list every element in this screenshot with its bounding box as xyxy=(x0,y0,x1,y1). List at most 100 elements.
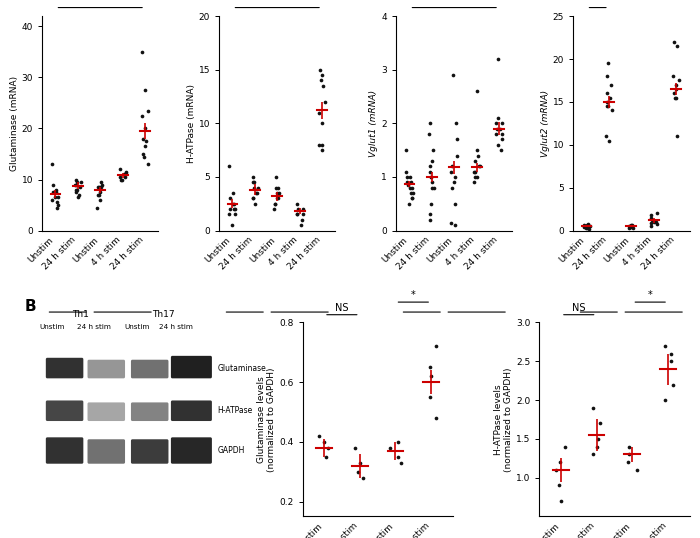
Point xyxy=(293,205,304,214)
Point xyxy=(625,221,636,230)
Point xyxy=(297,205,308,214)
Text: H-ATPase: H-ATPase xyxy=(218,406,253,415)
Point xyxy=(51,203,62,212)
Point xyxy=(604,93,615,102)
Point xyxy=(470,157,481,165)
Point xyxy=(226,221,237,230)
FancyBboxPatch shape xyxy=(88,360,125,378)
Point xyxy=(424,363,435,372)
Point xyxy=(446,167,457,176)
Point xyxy=(141,137,152,146)
Point xyxy=(452,135,463,144)
Point xyxy=(603,59,614,68)
Point xyxy=(491,119,502,128)
Point xyxy=(427,146,438,154)
Point xyxy=(48,180,59,189)
Text: *: * xyxy=(595,0,600,5)
Point xyxy=(594,419,606,428)
Point xyxy=(491,130,502,138)
Point xyxy=(447,71,458,80)
Point xyxy=(425,200,436,208)
Point xyxy=(228,200,239,208)
Point xyxy=(493,55,504,63)
Point xyxy=(405,173,416,181)
Point xyxy=(224,162,235,171)
Point xyxy=(496,146,507,154)
Point xyxy=(51,198,62,207)
Point xyxy=(319,97,330,106)
Point xyxy=(71,186,82,194)
Point xyxy=(314,108,325,117)
Point xyxy=(94,188,106,196)
Point xyxy=(469,167,480,176)
Point xyxy=(228,200,239,208)
FancyBboxPatch shape xyxy=(46,358,83,378)
Point xyxy=(492,140,503,149)
Point xyxy=(248,183,259,192)
Point xyxy=(49,193,60,202)
Point xyxy=(74,183,85,192)
Point xyxy=(603,136,615,145)
Point xyxy=(659,396,671,405)
Point xyxy=(139,86,150,95)
Point xyxy=(602,102,613,110)
Point xyxy=(671,85,682,94)
Point xyxy=(602,102,613,110)
Text: Glutaminase: Glutaminase xyxy=(218,364,266,372)
Point xyxy=(384,443,395,452)
Point xyxy=(550,465,561,474)
Point xyxy=(496,130,507,138)
Point xyxy=(559,442,570,451)
Point xyxy=(426,178,438,187)
Point xyxy=(76,178,87,186)
Point xyxy=(668,89,679,97)
Point xyxy=(582,220,593,229)
Point xyxy=(449,200,461,208)
Point xyxy=(669,93,680,102)
Point xyxy=(114,165,125,174)
Point xyxy=(316,140,328,149)
Point xyxy=(53,201,64,209)
Point xyxy=(251,189,262,197)
Point xyxy=(71,186,82,194)
Point xyxy=(426,372,437,380)
Point xyxy=(315,76,326,85)
Point xyxy=(670,93,681,102)
Point xyxy=(138,152,149,161)
Point xyxy=(253,183,264,192)
Point xyxy=(296,216,307,224)
Point xyxy=(668,380,679,389)
Point xyxy=(405,178,416,187)
Point xyxy=(120,170,131,179)
Text: *: * xyxy=(411,290,416,300)
Point xyxy=(225,205,236,214)
Text: *: * xyxy=(648,290,652,300)
Point xyxy=(471,146,482,154)
FancyBboxPatch shape xyxy=(88,439,125,464)
Text: *: * xyxy=(452,0,456,5)
Point xyxy=(582,224,593,232)
Point xyxy=(631,465,642,474)
Point xyxy=(587,450,598,459)
Point xyxy=(93,183,104,192)
Point xyxy=(424,210,435,219)
Point xyxy=(118,170,130,179)
Point xyxy=(471,87,482,96)
Point xyxy=(272,189,283,197)
Text: GAPDH: GAPDH xyxy=(218,446,245,455)
Point xyxy=(117,175,128,184)
Point xyxy=(601,72,612,81)
Point xyxy=(248,194,259,203)
Point xyxy=(47,196,58,204)
Point xyxy=(116,175,127,184)
Point xyxy=(624,222,636,231)
Point xyxy=(393,437,404,446)
Point xyxy=(292,210,303,219)
Point xyxy=(425,162,436,171)
Point xyxy=(120,167,132,176)
Point xyxy=(579,221,590,230)
Point xyxy=(97,180,108,189)
Point xyxy=(667,72,678,81)
Point xyxy=(402,178,413,187)
Point xyxy=(72,178,83,186)
